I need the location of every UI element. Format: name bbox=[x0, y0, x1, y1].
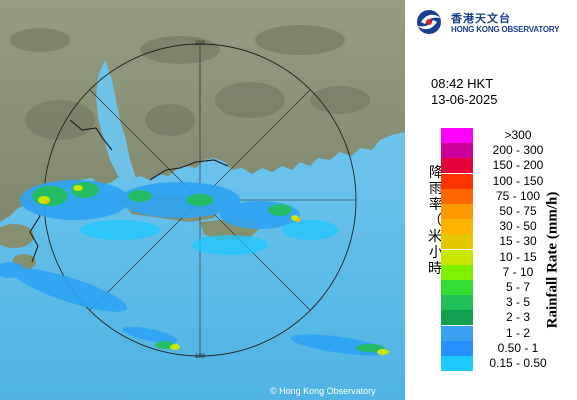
legend-label: 10 - 15 bbox=[499, 249, 537, 264]
legend-swatch bbox=[441, 234, 473, 250]
legend-swatch bbox=[441, 280, 473, 295]
legend-panel bbox=[405, 0, 577, 400]
legend-row: 1 - 2 bbox=[441, 325, 561, 342]
legend-swatch bbox=[441, 295, 473, 311]
legend-label: 3 - 5 bbox=[505, 295, 530, 310]
copyright: © Hong Kong Observatory bbox=[270, 386, 376, 396]
legend-row: 7 - 10 bbox=[441, 264, 561, 281]
legend-swatch bbox=[441, 143, 473, 159]
legend-row: 5 - 7 bbox=[441, 280, 561, 296]
legend-row: >300 bbox=[441, 128, 561, 144]
legend-swatch bbox=[441, 219, 473, 235]
ring-label-200: 200 bbox=[195, 41, 206, 47]
legend-swatch bbox=[441, 158, 473, 174]
legend-label: 50 - 75 bbox=[499, 204, 537, 218]
legend-row: 150 - 200 bbox=[441, 158, 561, 174]
legend-label: 75 - 100 bbox=[495, 188, 541, 203]
legend-row: 15 - 30 bbox=[441, 234, 561, 250]
legend-swatch bbox=[441, 356, 473, 371]
radar-map[interactable]: 200 100 bbox=[0, 0, 405, 400]
legend-label: 1 - 2 bbox=[505, 325, 530, 340]
legend-row: 75 - 100 bbox=[441, 188, 561, 205]
legend-row: 100 - 150 bbox=[441, 173, 561, 190]
org-name-en: HONG KONG OBSERVATORY bbox=[451, 25, 560, 34]
legend-label: 100 - 150 bbox=[492, 173, 544, 188]
org-name-cn: 香港天文台 bbox=[451, 12, 511, 25]
rain-echoes bbox=[0, 180, 390, 356]
legend-row: 30 - 50 bbox=[441, 219, 561, 235]
legend-row: 3 - 5 bbox=[441, 295, 561, 311]
observation-date: 13-06-2025 bbox=[431, 92, 498, 107]
legend-swatch bbox=[441, 264, 473, 280]
ring-label-100: 100 bbox=[195, 354, 206, 360]
legend-row: 200 - 300 bbox=[441, 143, 561, 159]
legend-row: 50 - 75 bbox=[441, 204, 561, 220]
legend-row: 0.50 - 1 bbox=[441, 340, 561, 357]
legend-swatch bbox=[441, 325, 473, 341]
legend-row: 2 - 3 bbox=[441, 310, 561, 326]
legend-label: 7 - 10 bbox=[502, 264, 534, 279]
hko-logo-icon bbox=[417, 10, 441, 34]
legend-label: 0.50 - 1 bbox=[497, 340, 539, 355]
legend-swatch bbox=[441, 188, 473, 204]
estuary bbox=[96, 60, 136, 182]
legend-swatch bbox=[441, 249, 473, 265]
legend-swatch bbox=[441, 310, 473, 326]
legend-swatch bbox=[441, 204, 473, 219]
legend-row: 10 - 15 bbox=[441, 249, 561, 266]
legend-label: 2 - 3 bbox=[505, 310, 530, 325]
observation-time: 08:42 HKT bbox=[431, 76, 494, 91]
legend-label: 0.15 - 0.50 bbox=[489, 356, 547, 370]
mainland bbox=[0, 0, 405, 222]
legend-row: 0.15 - 0.50 bbox=[441, 356, 561, 372]
legend-label: >300 bbox=[504, 128, 532, 142]
legend-label: 5 - 7 bbox=[505, 280, 530, 294]
legend-label: 150 - 200 bbox=[492, 158, 544, 173]
legend-swatch bbox=[441, 173, 473, 189]
legend-swatch bbox=[441, 340, 473, 356]
legend-label: 30 - 50 bbox=[499, 219, 537, 234]
legend-swatch bbox=[441, 128, 473, 143]
legend-title-en: Rainfall Rate (mm/h) bbox=[544, 191, 561, 329]
legend-label: 15 - 30 bbox=[499, 234, 537, 249]
legend-label: 200 - 300 bbox=[492, 143, 544, 158]
land-texture bbox=[10, 25, 370, 140]
